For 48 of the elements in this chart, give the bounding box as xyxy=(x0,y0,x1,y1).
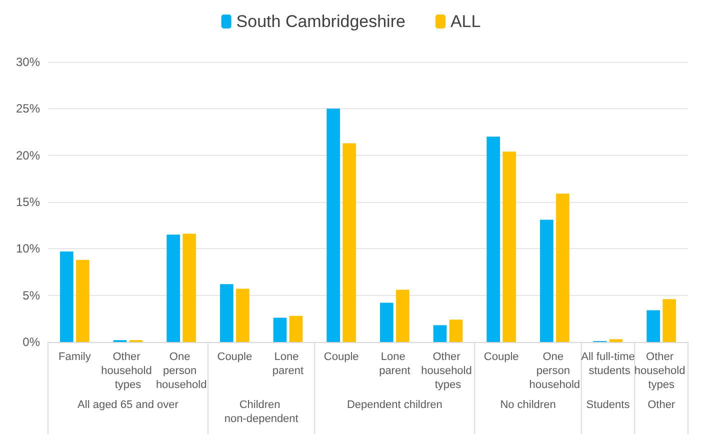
bar xyxy=(342,143,356,342)
x-tick-label: Couple xyxy=(324,351,359,363)
text: No children xyxy=(500,399,556,411)
y-tick-label: 20% xyxy=(16,148,40,162)
y-tick-label: 5% xyxy=(22,288,40,302)
bar xyxy=(166,234,180,342)
bar xyxy=(646,310,660,342)
bar xyxy=(449,320,463,342)
bar xyxy=(556,194,570,342)
x-tick-label: Other household types xyxy=(421,351,475,391)
text: All aged 65 and over xyxy=(78,399,179,411)
bar xyxy=(60,251,74,342)
text: Other xyxy=(648,399,676,411)
x-tick-label: Lone parent xyxy=(379,351,410,377)
bar xyxy=(433,325,447,342)
y-tick-label: 0% xyxy=(22,335,40,349)
x-tick-label: One person household xyxy=(529,351,580,391)
bar xyxy=(486,136,500,342)
bar xyxy=(76,260,90,342)
x-tick-label: Lone parent xyxy=(272,351,304,377)
y-tick-label: 15% xyxy=(16,195,40,209)
bar xyxy=(396,290,410,342)
bar xyxy=(540,220,554,342)
bar xyxy=(380,302,394,342)
x-tick-label: Couple xyxy=(217,351,252,363)
text: Dependent children xyxy=(346,399,442,411)
text: Students xyxy=(586,399,630,411)
bar xyxy=(220,284,234,342)
legend-label: ALL xyxy=(450,12,481,31)
x-tick-label: Family xyxy=(58,351,92,363)
bar xyxy=(182,234,196,342)
text: Children non-dependent xyxy=(224,399,298,425)
bar xyxy=(289,316,303,342)
legend-label: South Cambridgeshire xyxy=(236,12,406,31)
bar xyxy=(662,299,676,342)
x-tick-label: Other household types xyxy=(101,351,155,391)
y-tick-label: 10% xyxy=(16,242,40,256)
bar xyxy=(502,152,516,342)
y-tick-label: 25% xyxy=(16,102,40,116)
bar xyxy=(326,108,340,342)
bar xyxy=(609,339,623,342)
x-tick-label: Couple xyxy=(484,351,519,363)
bar xyxy=(236,288,250,342)
x-tick-label: One person household xyxy=(156,351,207,391)
bar xyxy=(273,318,287,342)
y-tick-label: 30% xyxy=(16,55,40,69)
x-tick-label: Other household types xyxy=(634,351,688,391)
x-tick-label: All full-time students xyxy=(581,351,635,377)
